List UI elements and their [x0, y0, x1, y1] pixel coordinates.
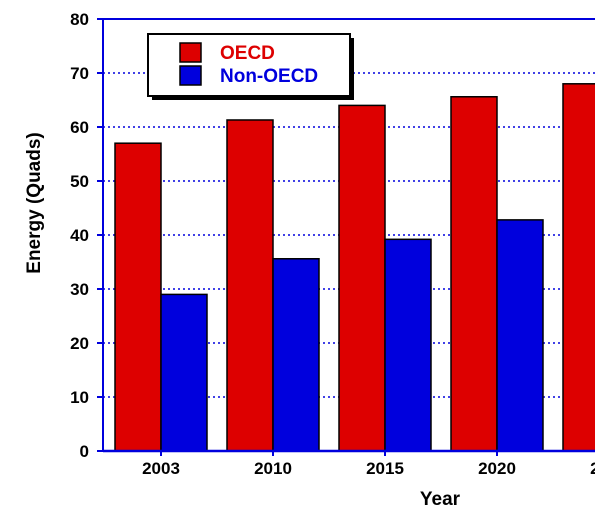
x-axis-title: Year [420, 489, 461, 509]
y-tick-label-30: 30 [70, 280, 89, 299]
legend: OECD Non-OECD [147, 33, 354, 100]
y-axis-title: Energy (Quads) [24, 132, 45, 273]
bar-oecd-2020 [450, 96, 498, 452]
y-tick-label-0: 0 [80, 442, 89, 461]
bar-oecd-2003 [114, 142, 162, 452]
axes [97, 18, 595, 456]
y-tick-label-20: 20 [70, 334, 89, 353]
bar-oecd-2025 [562, 83, 595, 452]
bar-oecd-2010 [226, 119, 274, 452]
legend-label-oecd: OECD [220, 43, 275, 64]
bar-oecd-2015 [338, 104, 386, 452]
x-tick-label-2020: 2020 [478, 459, 516, 478]
x-tick-label-2015: 2015 [366, 459, 404, 478]
y-tick-label-50: 50 [70, 172, 89, 191]
legend-label-non-oecd: Non-OECD [220, 66, 318, 87]
legend-swatch-oecd [179, 42, 202, 63]
bar-non-oecd-2015 [384, 238, 432, 452]
legend-swatch-non-oecd [179, 65, 202, 86]
x-tick-label-2010: 2010 [254, 459, 292, 478]
x-tick-label-2003: 2003 [142, 459, 180, 478]
y-tick-label-40: 40 [70, 226, 89, 245]
x-tick-label-2025: 2025 [590, 459, 595, 478]
y-tick-label-80: 80 [70, 10, 89, 29]
bars [114, 83, 595, 452]
x-tick-labels: 2003 2010 2015 2020 2025 [142, 459, 595, 478]
bar-non-oecd-2020 [496, 219, 544, 452]
y-tick-label-60: 60 [70, 118, 89, 137]
y-tick-labels: 0 10 20 30 40 50 60 70 80 [70, 10, 89, 461]
bar-non-oecd-2010 [272, 258, 320, 452]
bar-non-oecd-2003 [160, 293, 208, 452]
y-tick-label-10: 10 [70, 388, 89, 407]
y-tick-label-70: 70 [70, 64, 89, 83]
